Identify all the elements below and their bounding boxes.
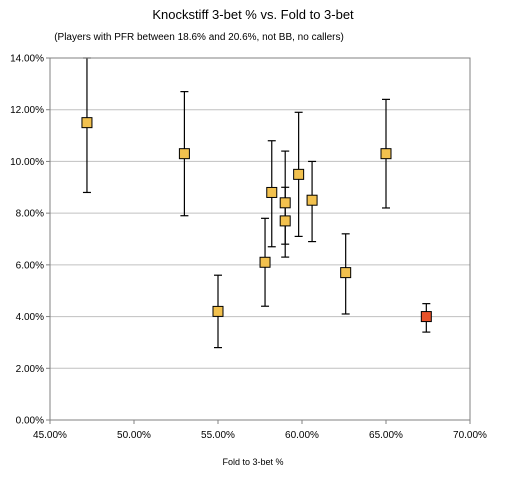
data-point xyxy=(293,168,305,180)
error-bars xyxy=(82,57,431,349)
data-point xyxy=(266,186,278,198)
y-tick-label: 14.00% xyxy=(10,54,44,65)
y-tick-label: 4.00% xyxy=(16,312,44,323)
y-tick-label: 8.00% xyxy=(16,209,44,220)
data-point xyxy=(380,148,392,160)
data-point xyxy=(259,256,271,268)
data-point xyxy=(279,215,291,227)
y-tick-label: 0.00% xyxy=(16,416,44,427)
highlighted-data-point xyxy=(420,311,432,323)
chart-subtitle: (Players with PFR between 18.6% and 20.6… xyxy=(54,32,344,43)
x-tick-label: 65.00% xyxy=(369,430,403,441)
chart-title: Knockstiff 3-bet % vs. Fold to 3-bet xyxy=(152,7,354,22)
x-tick-label: 45.00% xyxy=(33,430,67,441)
data-point xyxy=(306,194,318,206)
grid-lines xyxy=(50,109,470,369)
data-point xyxy=(279,197,291,209)
y-axis-ticks: 0.00% 2.00% 4.00% 6.00% 8.00% 10.00% 12.00% 14.… xyxy=(10,54,50,427)
y-tick-label: 12.00% xyxy=(10,105,44,116)
x-tick-label: 55.00% xyxy=(201,430,235,441)
y-tick-label: 6.00% xyxy=(16,260,44,271)
x-tick-label: 50.00% xyxy=(117,430,151,441)
x-axis-label: Fold to 3-bet % xyxy=(222,457,283,467)
x-tick-label: 70.00% xyxy=(453,430,487,441)
data-point xyxy=(212,305,224,317)
data-point xyxy=(340,267,352,279)
data-point xyxy=(81,117,93,129)
y-tick-label: 2.00% xyxy=(16,364,44,375)
data-points xyxy=(81,117,432,323)
y-tick-label: 10.00% xyxy=(10,157,44,168)
plot-area-border xyxy=(49,57,471,421)
data-point xyxy=(178,148,190,160)
x-tick-label: 60.00% xyxy=(285,430,319,441)
x-axis-ticks: 45.00% 50.00% 55.00% 60.00% 65.00% 70.00% xyxy=(33,420,487,441)
